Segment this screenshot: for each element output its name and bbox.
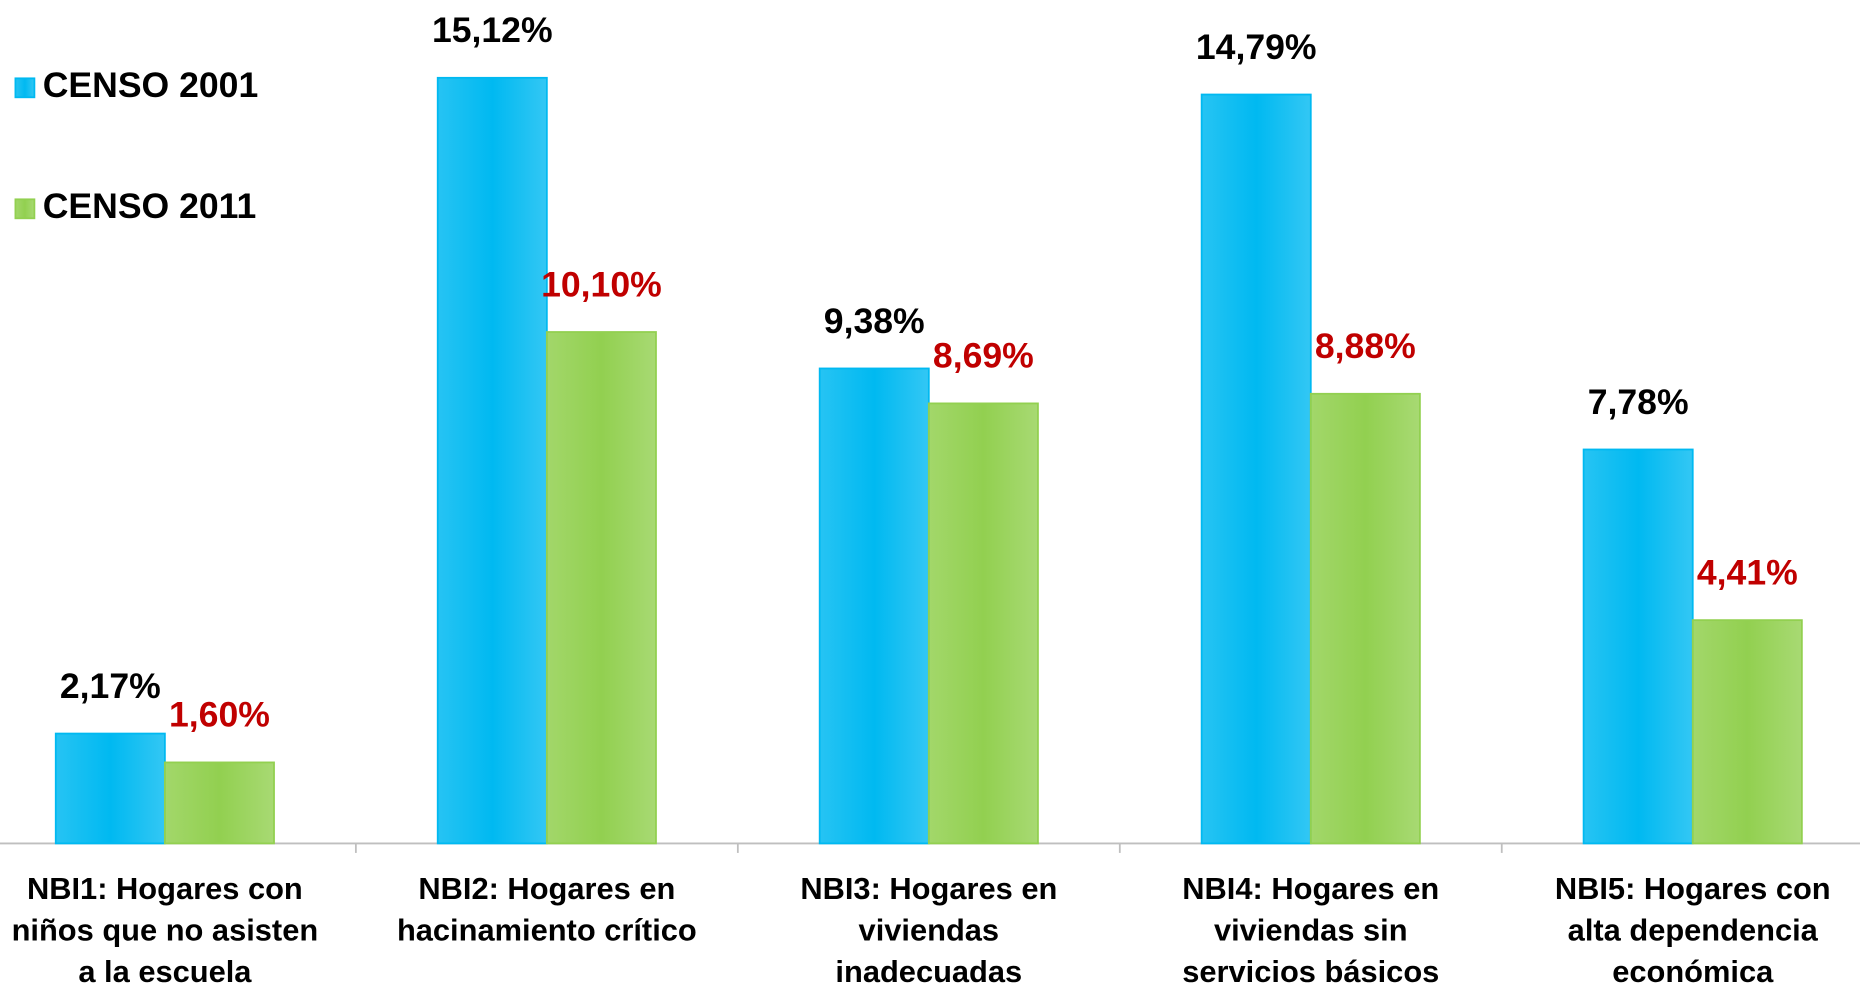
bar <box>545 331 657 845</box>
x-tick-label: NBI5: Hogares con <box>1555 871 1831 906</box>
legend-swatch <box>14 198 36 220</box>
bar <box>1582 448 1694 845</box>
x-tick-label: hacinamiento crítico <box>397 913 697 948</box>
legend-swatch <box>14 77 36 99</box>
bar <box>1309 392 1421 845</box>
x-tick-label: viviendas sin <box>1214 913 1408 948</box>
x-tick-label: económica <box>1612 954 1774 987</box>
data-label: 7,78% <box>1588 382 1689 422</box>
data-label: 8,88% <box>1315 326 1416 366</box>
x-tick-label: NBI4: Hogares en <box>1182 871 1439 906</box>
x-tick-label: viviendas <box>859 913 1000 948</box>
x-tick-label: NBI1: Hogares con <box>27 871 303 906</box>
x-tick-label: niños que no asisten <box>12 913 319 948</box>
data-label: 9,38% <box>824 301 925 341</box>
bar <box>818 367 930 845</box>
x-tick-label: NBI2: Hogares en <box>418 871 675 906</box>
bar <box>1691 619 1803 845</box>
bar <box>163 761 275 845</box>
bar <box>436 76 548 845</box>
data-label: 14,79% <box>1196 27 1317 67</box>
legend-label: CENSO 2011 <box>43 186 257 226</box>
data-label: 10,10% <box>541 264 662 304</box>
x-tick-label: NBI3: Hogares en <box>800 871 1057 906</box>
x-tick-label: alta dependencia <box>1568 913 1819 948</box>
x-tick-label: inadecuadas <box>835 954 1022 987</box>
x-tick-label: servicios básicos <box>1182 954 1439 987</box>
data-label: 4,41% <box>1697 552 1798 592</box>
data-label: 1,60% <box>169 695 270 735</box>
x-tick-label: a la escuela <box>78 954 252 987</box>
bar <box>1200 93 1312 845</box>
data-label: 8,69% <box>933 336 1034 376</box>
data-label: 15,12% <box>432 10 553 50</box>
bar <box>54 732 166 845</box>
legend-label: CENSO 2001 <box>43 65 259 105</box>
data-label: 2,17% <box>60 666 161 706</box>
bar <box>927 402 1039 845</box>
